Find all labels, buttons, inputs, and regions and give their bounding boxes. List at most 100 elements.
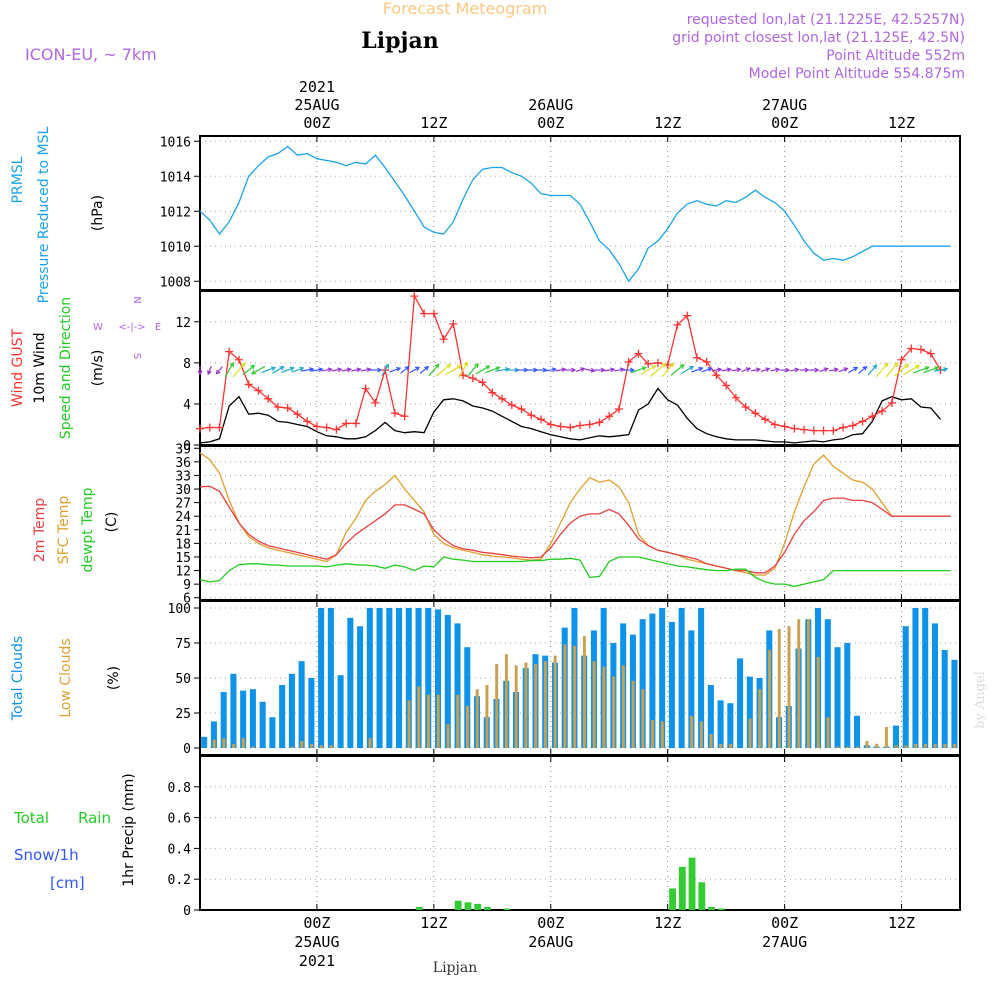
wind-arrow-head xyxy=(924,366,930,371)
bottom-time-label: 12Z xyxy=(654,914,681,932)
wind-arrow-head xyxy=(457,364,463,370)
wind-arrow xyxy=(321,368,332,372)
low-cloud-bar xyxy=(504,654,508,748)
temp-ytick-label: 24 xyxy=(175,510,191,525)
wind-arrow-head xyxy=(337,367,343,373)
low-cloud-bar xyxy=(222,738,226,748)
rain-label: Rain xyxy=(78,809,111,827)
low-cloud-bar xyxy=(524,662,528,748)
total-cloud-bar xyxy=(249,689,256,748)
wind-arrow-head xyxy=(279,366,285,371)
sfc-temp-line xyxy=(199,452,951,576)
low-cloud-bar xyxy=(563,644,567,748)
total-cloud-bar xyxy=(659,608,666,748)
temp-unit: (C) xyxy=(104,512,120,533)
gust-marker xyxy=(517,405,526,414)
low-cloud-bar xyxy=(319,745,323,748)
wind-arrow-head xyxy=(485,365,491,370)
top-time-label: 00Z xyxy=(771,114,798,132)
gust-marker xyxy=(205,423,214,432)
wind-arrow-head xyxy=(377,367,383,373)
bottom-time-label: 00Z xyxy=(771,914,798,932)
wind-arrow-head xyxy=(207,370,212,376)
low-cloud-bar xyxy=(953,743,957,748)
temp-frame xyxy=(199,445,961,601)
wind-arrow-head xyxy=(415,366,421,372)
temp-ytick-label: 6 xyxy=(183,592,191,607)
total-cloud-bar xyxy=(347,617,354,748)
total-cloud-bar xyxy=(386,608,393,748)
clouds-ytick-label: 100 xyxy=(168,602,191,617)
wind10m-label: 10m Wind xyxy=(32,332,48,403)
total-cloud-bar xyxy=(707,685,714,748)
wind-arrow-head xyxy=(698,366,704,372)
rain-bar xyxy=(708,906,715,910)
precip-labels: Total Rain Snow/1h [cm] 1hr Precip (mm) xyxy=(13,773,137,892)
wind-arrow-head xyxy=(384,363,389,369)
gust-marker xyxy=(741,403,750,412)
low-cloud-bar xyxy=(641,689,645,748)
wind-arrow-head xyxy=(215,369,221,375)
wind-arrow-head xyxy=(197,370,203,376)
wind-arrow xyxy=(903,365,920,376)
precip-ytick-label: 0 xyxy=(183,904,191,919)
low-cloud-bar xyxy=(933,743,937,748)
wind-arrow xyxy=(741,367,751,373)
total-cloud-bar xyxy=(405,608,412,748)
wind-arrow xyxy=(351,368,361,372)
wind-arrow-head xyxy=(229,361,234,367)
wind-arrow-head xyxy=(561,367,567,373)
bottom-date-label: 26AUG xyxy=(528,933,573,951)
top-date-label: 26AUG xyxy=(528,96,573,114)
rain-bar xyxy=(484,906,491,910)
pressure-msl-label: Pressure Reduced to MSL xyxy=(36,126,52,303)
wind-arrow xyxy=(458,362,468,378)
wind-arrow-head xyxy=(630,367,636,373)
wind-arrow xyxy=(885,362,899,378)
wind-arrow xyxy=(445,365,462,376)
wind-arrow-head xyxy=(745,367,752,372)
bottom-date-label: 25AUG xyxy=(294,933,339,951)
gust-marker xyxy=(273,403,282,412)
total-cloud-bar xyxy=(649,613,656,748)
gust-marker xyxy=(819,426,828,435)
total-clouds-label: Total Clouds xyxy=(10,636,26,721)
total-cloud-bar xyxy=(931,623,938,748)
wind-arrow-head xyxy=(717,367,723,373)
low-cloud-bar xyxy=(729,743,732,748)
gust-marker xyxy=(410,292,419,301)
wind-arrow-head xyxy=(542,367,548,373)
total-cloud-bar xyxy=(425,608,432,748)
wind-arrow xyxy=(216,366,223,375)
wind-arrow xyxy=(691,367,703,373)
gust-marker xyxy=(439,335,448,344)
wind-ytick-label: 8 xyxy=(183,357,191,372)
gust-marker xyxy=(264,394,273,403)
footer-location: Lipjan xyxy=(433,960,477,976)
low-cloud-bar xyxy=(787,626,791,748)
prmsl-label: PRMSL xyxy=(10,156,26,203)
wind-unit: (m/s) xyxy=(90,350,106,387)
wind-arrow xyxy=(923,366,939,374)
low-cloud-bar xyxy=(660,721,664,748)
bottom-year-label: 2021 xyxy=(299,952,335,970)
wind-ytick-label: 0 xyxy=(183,439,191,454)
gust-marker xyxy=(702,357,711,366)
total-cloud-bar xyxy=(327,608,334,748)
gust-marker xyxy=(858,417,867,426)
top-date-label: 25AUG xyxy=(294,96,339,114)
low-cloud-bar xyxy=(427,694,430,748)
gust-marker xyxy=(488,388,497,397)
wind-arrow xyxy=(400,366,410,374)
temp-ytick-label: 30 xyxy=(175,483,191,498)
total-cloud-bar xyxy=(454,623,461,748)
gust-marker xyxy=(342,419,351,428)
low-cloud-bar xyxy=(836,746,840,748)
wind-arrow-head xyxy=(309,367,315,372)
wind-arrow xyxy=(630,366,646,374)
bottom-date-label: 27AUG xyxy=(762,933,807,951)
gust-marker xyxy=(809,426,818,435)
wind-arrow xyxy=(649,363,667,377)
precip-ytick-label: 0.2 xyxy=(168,873,191,888)
wind-arrow xyxy=(409,366,420,374)
